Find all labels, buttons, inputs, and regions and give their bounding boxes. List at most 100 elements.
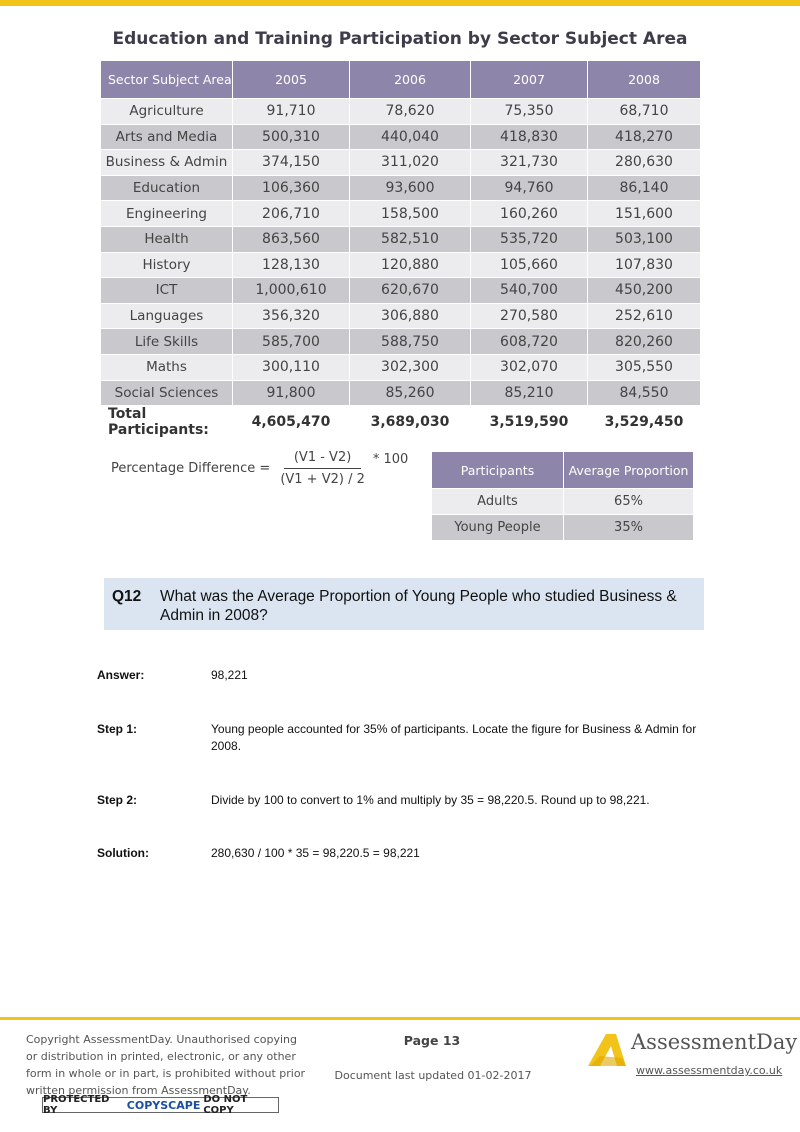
cell-value: 503,100 (587, 225, 701, 253)
cell-value: 280,630 (587, 149, 701, 176)
header-2005: 2005 (232, 60, 350, 99)
cell-value: 85,260 (349, 379, 471, 407)
cell-value: 106,360 (232, 174, 350, 202)
copyscape-left-text: PROTECTED BY (43, 1094, 110, 1116)
cell-value: 356,320 (232, 302, 350, 330)
table-row: ICT 1,000,610 620,670 540,700 450,200 (100, 277, 701, 304)
solution-value: 280,630 / 100 * 35 = 98,220.5 = 98,221 (211, 846, 420, 860)
header-average-proportion: Average Proportion (563, 451, 694, 489)
table-row: Engineering 206,710 158,500 160,260 151,… (100, 200, 701, 227)
cell-value: 107,830 (587, 251, 701, 279)
table-total-row: Total Participants: 4,605,470 3,689,030 … (100, 405, 701, 440)
total-value: 4,605,470 (232, 405, 350, 440)
cell-value: 588,750 (349, 328, 471, 355)
formula-label: Percentage Difference = (111, 460, 271, 476)
cell-value: 418,270 (587, 123, 701, 151)
table-row: Education 106,360 93,600 94,760 86,140 (100, 174, 701, 202)
cell-value: 300,110 (232, 353, 350, 381)
cell-value: 585,700 (232, 328, 350, 355)
page-number: Page 13 (403, 1033, 461, 1048)
cell-sector: Life Skills (100, 328, 233, 355)
question-text: What was the Average Proportion of Young… (160, 588, 677, 624)
cell-sector: Social Sciences (100, 379, 233, 407)
step1-value: Young people accounted for 35% of partic… (211, 722, 697, 753)
proportion-header-row: Participants Average Proportion (431, 451, 694, 489)
table-row: Health 863,560 582,510 535,720 503,100 (100, 225, 701, 253)
cell-sector: ICT (100, 277, 233, 304)
cell-value: 418,830 (470, 123, 588, 151)
cell-participant: Young People (431, 514, 564, 541)
table-row: Arts and Media 500,310 440,040 418,830 4… (100, 123, 701, 151)
cell-value: 540,700 (470, 277, 588, 304)
cell-participant: Adults (431, 488, 564, 515)
table-title: Education and Training Participation by … (112, 29, 688, 49)
formula-numerator: (V1 - V2) (283, 450, 362, 469)
cell-value: 128,130 (232, 251, 350, 279)
cell-value: 78,620 (349, 98, 471, 125)
step1-row: Step 1: Young people accounted for 35% o… (97, 721, 706, 755)
cell-value: 1,000,610 (232, 277, 350, 304)
cell-value: 252,610 (587, 302, 701, 330)
total-label: Total Participants: (100, 405, 233, 440)
copyscape-right-text: DO NOT COPY (203, 1094, 248, 1116)
cell-sector: Engineering (100, 200, 233, 227)
cell-value: 302,070 (470, 353, 588, 381)
cell-value: 86,140 (587, 174, 701, 202)
cell-value: 94,760 (470, 174, 588, 202)
cell-value: 91,800 (232, 379, 350, 407)
step2-row: Step 2: Divide by 100 to convert to 1% a… (97, 792, 706, 809)
table-row: Agriculture 91,710 78,620 75,350 68,710 (100, 98, 701, 125)
cell-value: 450,200 (587, 277, 701, 304)
table-row: Adults 65% (431, 488, 694, 515)
table-row: History 128,130 120,880 105,660 107,830 (100, 251, 701, 279)
header-sector: Sector Subject Area (100, 60, 233, 99)
cell-value: 151,600 (587, 200, 701, 227)
cell-value: 305,550 (587, 353, 701, 381)
total-value: 3,529,450 (587, 405, 701, 440)
question-number: Q12 (112, 588, 142, 605)
cell-proportion: 65% (563, 488, 694, 515)
cell-value: 105,660 (470, 251, 588, 279)
cell-sector: Maths (100, 353, 233, 381)
cell-value: 158,500 (349, 200, 471, 227)
cell-value: 302,300 (349, 353, 471, 381)
cell-value: 311,020 (349, 149, 471, 176)
header-participants: Participants (431, 451, 564, 489)
answer-value: 98,221 (211, 668, 248, 682)
cell-value: 75,350 (470, 98, 588, 125)
cell-value: 120,880 (349, 251, 471, 279)
copyscape-badge[interactable]: PROTECTED BY COPYSCAPE DO NOT COPY (42, 1094, 279, 1116)
logo-text: AssessmentDay (631, 1030, 798, 1054)
header-2008: 2008 (587, 60, 701, 99)
cell-value: 374,150 (232, 149, 350, 176)
percentage-difference-formula: Percentage Difference = (V1 - V2) (V1 + … (111, 446, 408, 490)
website-link[interactable]: www.assessmentday.co.uk (636, 1064, 783, 1077)
cell-sector: Arts and Media (100, 123, 233, 151)
formula-denominator: (V1 + V2) / 2 (280, 471, 365, 487)
copyscape-brand: COPYSCAPE (126, 1098, 201, 1112)
formula-fraction: (V1 - V2) (V1 + V2) / 2 (280, 450, 365, 487)
solution-row: Solution: 280,630 / 100 * 35 = 98,220.5 … (97, 845, 706, 862)
question-box: Q12 What was the Average Proportion of Y… (104, 578, 704, 630)
table-row: Business & Admin 374,150 311,020 321,730… (100, 149, 701, 176)
answer-row: Answer: 98,221 (97, 667, 706, 684)
step2-value: Divide by 100 to convert to 1% and multi… (211, 793, 650, 807)
cell-value: 820,260 (587, 328, 701, 355)
table-row: Languages 356,320 306,880 270,580 252,61… (100, 302, 701, 330)
cell-value: 93,600 (349, 174, 471, 202)
answer-label: Answer: (97, 668, 145, 682)
cell-proportion: 35% (563, 514, 694, 541)
total-value: 3,519,590 (470, 405, 588, 440)
assessmentday-logo: AssessmentDay (586, 1028, 797, 1068)
cell-value: 160,260 (470, 200, 588, 227)
step1-label: Step 1: (97, 722, 138, 736)
cell-value: 863,560 (232, 225, 350, 253)
cell-value: 620,670 (349, 277, 471, 304)
formula-multiplier: * 100 (372, 452, 409, 467)
participation-table: Sector Subject Area 2005 2006 2007 2008 … (100, 60, 701, 440)
cell-value: 68,710 (587, 98, 701, 125)
cell-value: 270,580 (470, 302, 588, 330)
cell-sector: Education (100, 174, 233, 202)
table-row: Young People 35% (431, 514, 694, 541)
solution-label: Solution: (97, 846, 149, 860)
